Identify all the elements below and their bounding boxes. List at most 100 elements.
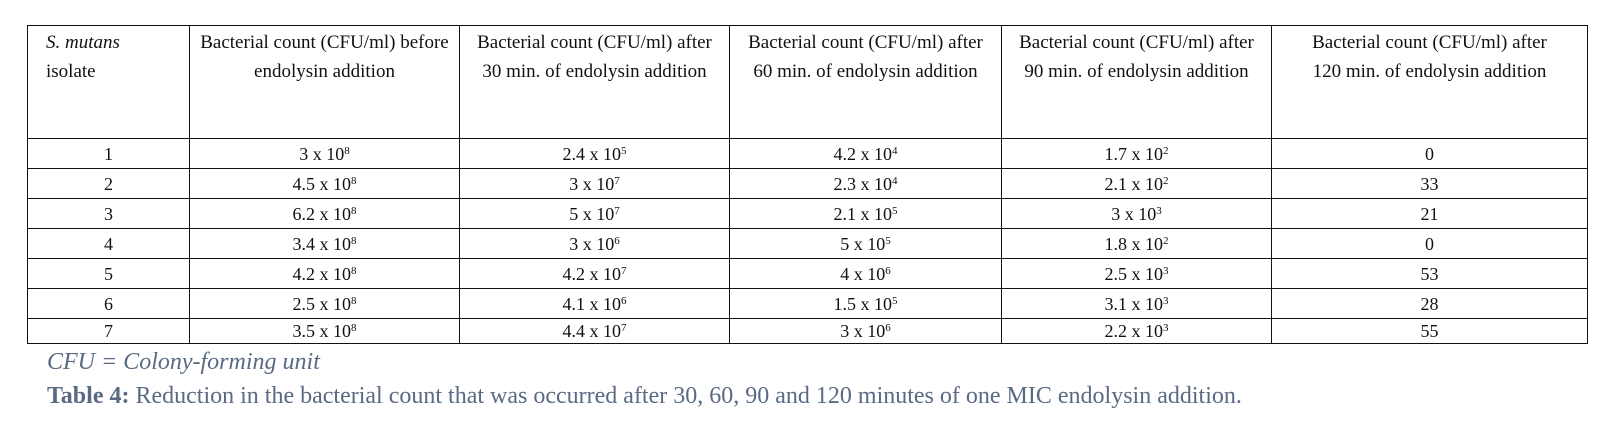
cell-30min: 4.4 x 107 [459, 318, 730, 344]
header-90min: Bacterial count (CFU/ml) after 90 min. o… [1001, 25, 1272, 139]
table-row: 3 6.2 x 108 5 x 107 2.1 x 105 3 x 103 21 [27, 198, 1588, 229]
cell-before: 3.4 x 108 [189, 228, 460, 259]
header-isolate-label: isolate [46, 61, 96, 82]
cell-before: 3 x 108 [189, 138, 460, 169]
cell-exponent: 2 [1163, 144, 1169, 157]
cell-60min: 2.3 x 104 [729, 168, 1002, 199]
cell-exponent: 8 [351, 174, 357, 187]
cell-isolate: 1 [27, 138, 190, 169]
cell-mantissa: 2.1 x 10 [833, 203, 893, 224]
cell-exponent: 6 [885, 322, 891, 334]
cell-exponent: 4 [892, 174, 898, 187]
header-isolate: S. mutans isolate [27, 25, 190, 139]
cell-60min: 4 x 106 [729, 258, 1002, 289]
cell-120min: 53 [1271, 258, 1588, 289]
cell-exponent: 8 [351, 234, 357, 247]
cell-isolate: 7 [27, 318, 190, 344]
cell-mantissa: 3.4 x 10 [292, 233, 352, 254]
cell-isolate: 5 [27, 258, 190, 289]
cell-mantissa: 3 x 10 [569, 233, 615, 254]
cell-30min: 3 x 106 [459, 228, 730, 259]
header-120min-label: Bacterial count (CFU/ml) after 120 min. … [1312, 32, 1547, 82]
cell-mantissa: 4.5 x 10 [292, 173, 352, 194]
cell-isolate: 2 [27, 168, 190, 199]
cell-before: 6.2 x 108 [189, 198, 460, 229]
header-isolate-species: S. mutans [46, 32, 120, 53]
cell-mantissa: 4.1 x 10 [562, 293, 622, 314]
header-60min: Bacterial count (CFU/ml) after 60 min. o… [729, 25, 1002, 139]
cell-before: 2.5 x 108 [189, 288, 460, 319]
cell-exponent: 7 [621, 322, 627, 334]
cell-exponent: 6 [614, 234, 620, 247]
cell-120min: 28 [1271, 288, 1588, 319]
cell-60min: 2.1 x 105 [729, 198, 1002, 229]
header-before-label: Bacterial count (CFU/ml) before endolysi… [200, 32, 449, 82]
cell-60min: 3 x 106 [729, 318, 1002, 344]
cell-90min: 2.2 x 103 [1001, 318, 1272, 344]
cell-exponent: 3 [1163, 294, 1169, 307]
table-footnote: CFU = Colony-forming unit [47, 349, 320, 375]
cell-mantissa: 1.8 x 10 [1104, 233, 1164, 254]
table-caption: Table 4: Reduction in the bacterial coun… [47, 383, 1242, 410]
cell-exponent: 6 [885, 264, 891, 277]
table-row: 7 3.5 x 108 4.4 x 107 3 x 106 2.2 x 103 … [27, 318, 1588, 344]
cell-mantissa: 3 x 10 [840, 321, 886, 341]
cell-exponent: 8 [351, 294, 357, 307]
cell-mantissa: 4.2 x 10 [833, 143, 893, 164]
cell-isolate: 4 [27, 228, 190, 259]
cell-exponent: 8 [351, 264, 357, 277]
caption-text: Reduction in the bacterial count that wa… [129, 383, 1242, 409]
cell-exponent: 5 [892, 294, 898, 307]
cell-30min: 4.2 x 107 [459, 258, 730, 289]
cell-mantissa: 1.5 x 10 [833, 293, 893, 314]
cell-90min: 3 x 103 [1001, 198, 1272, 229]
cell-mantissa: 4 x 10 [840, 263, 886, 284]
cell-exponent: 4 [892, 144, 898, 157]
cell-mantissa: 4.4 x 10 [562, 321, 622, 341]
table-row: 4 3.4 x 108 3 x 106 5 x 105 1.8 x 102 0 [27, 228, 1588, 259]
cell-isolate: 6 [27, 288, 190, 319]
cell-mantissa: 2.4 x 10 [562, 143, 622, 164]
cell-exponent: 5 [885, 234, 891, 247]
cell-exponent: 6 [621, 294, 627, 307]
cell-mantissa: 5 x 10 [569, 203, 615, 224]
cell-mantissa: 4.2 x 10 [562, 263, 622, 284]
cell-mantissa: 2.1 x 10 [1104, 173, 1164, 194]
cell-mantissa: 3.1 x 10 [1104, 293, 1164, 314]
cell-60min: 1.5 x 105 [729, 288, 1002, 319]
header-90min-label: Bacterial count (CFU/ml) after 90 min. o… [1019, 32, 1254, 82]
header-30min-label: Bacterial count (CFU/ml) after 30 min. o… [477, 32, 712, 82]
cell-exponent: 3 [1163, 264, 1169, 277]
cell-90min: 1.8 x 102 [1001, 228, 1272, 259]
caption-label: Table 4: [47, 383, 130, 409]
cell-mantissa: 2.2 x 10 [1104, 321, 1164, 341]
header-60min-label: Bacterial count (CFU/ml) after 60 min. o… [748, 32, 983, 82]
cell-exponent: 8 [344, 144, 350, 157]
cell-before: 4.5 x 108 [189, 168, 460, 199]
cell-exponent: 3 [1156, 204, 1162, 217]
cell-mantissa: 6.2 x 10 [292, 203, 352, 224]
cell-120min: 21 [1271, 198, 1588, 229]
header-before: Bacterial count (CFU/ml) before endolysi… [189, 25, 460, 139]
cell-30min: 3 x 107 [459, 168, 730, 199]
table-row: 5 4.2 x 108 4.2 x 107 4 x 106 2.5 x 103 … [27, 258, 1588, 289]
cell-isolate: 3 [27, 198, 190, 229]
cell-120min: 0 [1271, 228, 1588, 259]
cell-exponent: 8 [351, 322, 357, 334]
cell-exponent: 5 [621, 144, 627, 157]
cell-exponent: 7 [614, 204, 620, 217]
table-row: 1 3 x 108 2.4 x 105 4.2 x 104 1.7 x 102 … [27, 138, 1588, 169]
table-row: 6 2.5 x 108 4.1 x 106 1.5 x 105 3.1 x 10… [27, 288, 1588, 319]
bacterial-count-table: S. mutans isolate Bacterial count (CFU/ml… [27, 25, 1588, 344]
cell-120min: 33 [1271, 168, 1588, 199]
cell-90min: 3.1 x 103 [1001, 288, 1272, 319]
cell-exponent: 8 [351, 204, 357, 217]
cell-exponent: 5 [892, 204, 898, 217]
cell-90min: 2.5 x 103 [1001, 258, 1272, 289]
cell-90min: 1.7 x 102 [1001, 138, 1272, 169]
cell-30min: 4.1 x 106 [459, 288, 730, 319]
header-30min: Bacterial count (CFU/ml) after 30 min. o… [459, 25, 730, 139]
cell-exponent: 2 [1163, 234, 1169, 247]
cell-mantissa: 2.5 x 10 [1104, 263, 1164, 284]
cell-exponent: 7 [621, 264, 627, 277]
